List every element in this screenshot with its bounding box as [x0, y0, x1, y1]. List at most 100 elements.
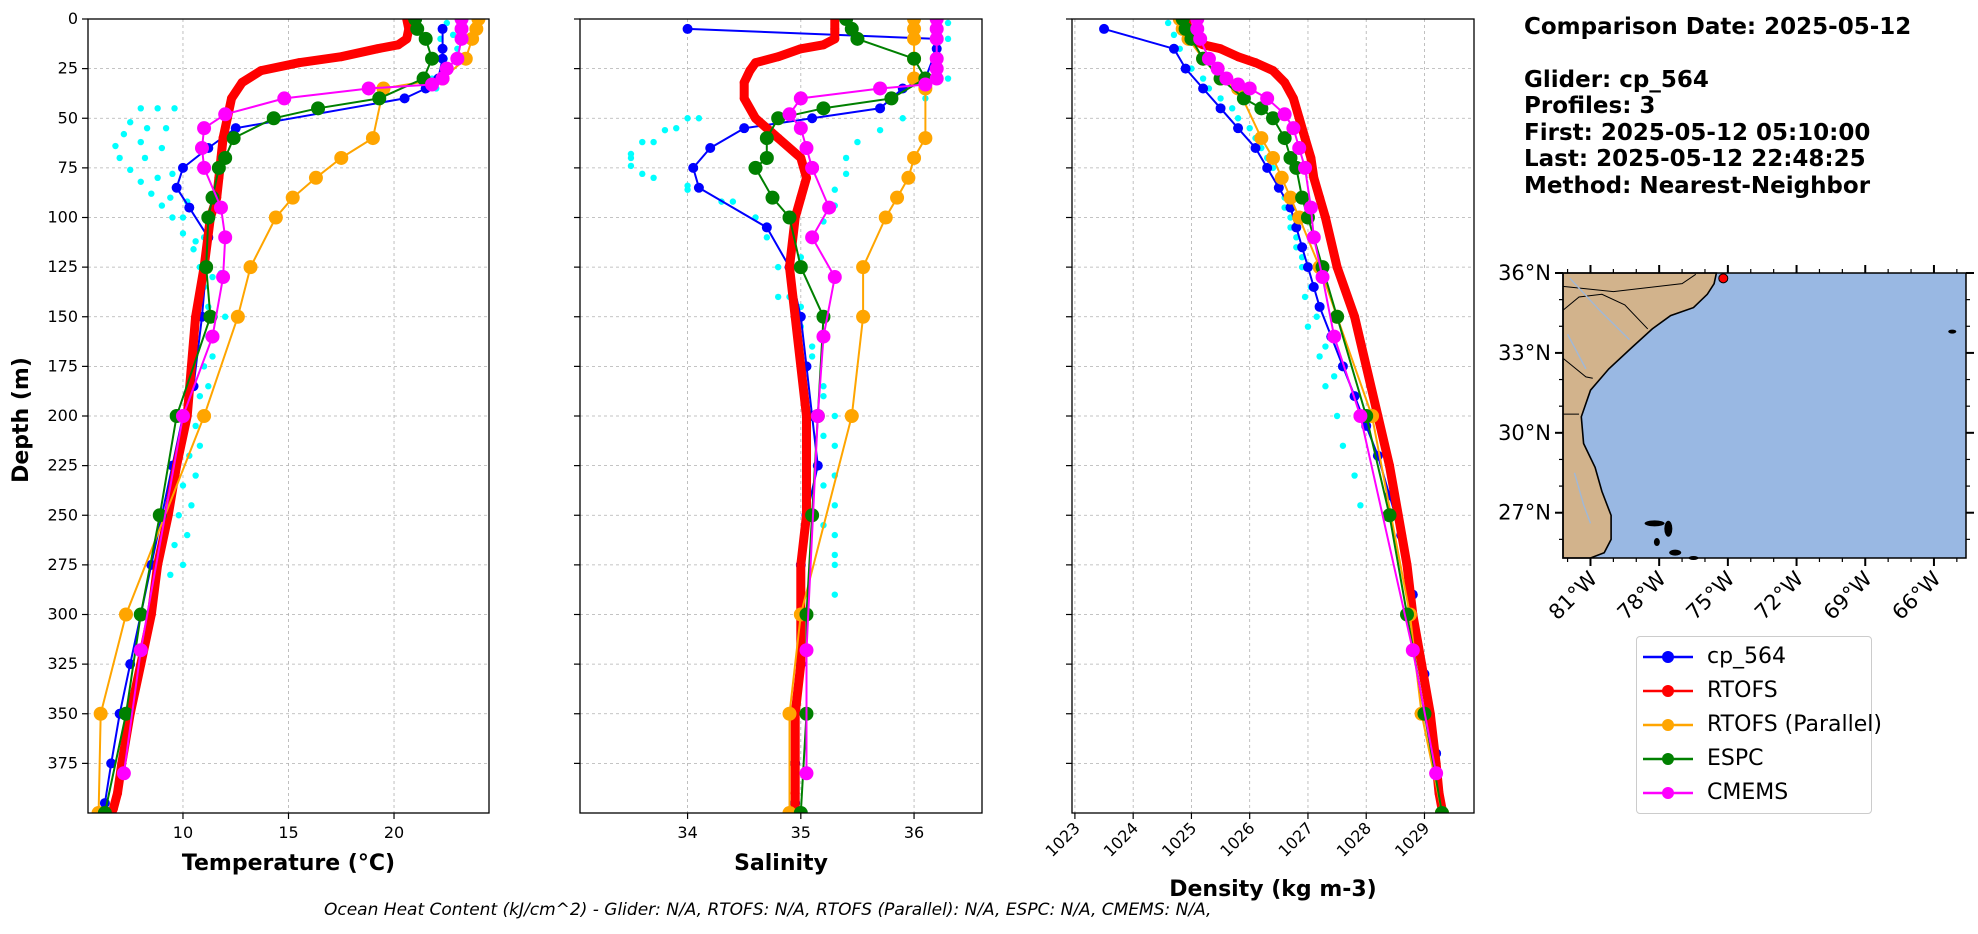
series-point	[194, 141, 209, 156]
x-tick-label: 20	[384, 823, 404, 842]
y-tick-label: 300	[47, 605, 78, 624]
series-point	[739, 123, 750, 134]
series-point	[334, 150, 349, 165]
series-point	[801, 173, 811, 183]
series-point	[1277, 107, 1292, 122]
location-map: 36°N 33°N 30°N 27°N 81°W 78°W 75°W 72°W 69°W 66°W	[1498, 261, 1974, 625]
glider-scatter-point	[449, 31, 457, 39]
y-tick-label: 375	[47, 753, 78, 772]
series-point	[907, 150, 922, 165]
series-point	[1283, 190, 1298, 205]
series-point	[796, 560, 806, 570]
series-point	[805, 160, 820, 175]
glider-scatter-point	[1316, 353, 1323, 360]
series-point	[793, 121, 808, 136]
series-point	[796, 153, 806, 163]
series-point	[693, 182, 704, 193]
series-point	[1292, 141, 1307, 156]
series-point	[1350, 312, 1360, 322]
series-point	[1288, 93, 1298, 103]
plot-area	[627, 19, 952, 813]
legend-label: RTOFS (Parallel)	[1707, 712, 1882, 737]
y-tick-label: 50	[58, 108, 78, 127]
series-point	[782, 706, 797, 721]
series-point	[799, 141, 814, 156]
glider-scatter-point	[209, 353, 216, 360]
legend-swatch	[1643, 719, 1693, 731]
series-point	[93, 706, 108, 721]
series-point	[243, 260, 258, 275]
glider-scatter-point	[179, 482, 187, 489]
glider-scatter-point	[639, 138, 646, 146]
series-point	[1274, 170, 1289, 185]
series-point	[402, 34, 412, 44]
glider-scatter-point	[1322, 343, 1329, 350]
series-point	[1277, 131, 1292, 146]
density-panel: 1023 1024 1025 1026 1027 1028 1029 Density (kg …	[1042, 18, 1475, 902]
series-point	[1201, 51, 1216, 66]
glider-scatter-point	[167, 571, 174, 578]
map-border	[1562, 293, 1649, 330]
series-point	[454, 21, 469, 36]
last-time: Last: 2025-05-12 22:48:25	[1524, 146, 1866, 172]
glider-scatter-point	[661, 126, 669, 134]
y-tick-label: 75	[58, 158, 78, 177]
series-point	[410, 21, 425, 36]
glider-scatter-point	[158, 144, 166, 152]
series-point	[1315, 193, 1325, 203]
glider-scatter-point	[1357, 502, 1364, 509]
y-tick-label: 275	[47, 555, 78, 574]
series-point	[790, 312, 800, 322]
glider-scatter-point	[831, 561, 838, 569]
series-point	[437, 23, 448, 34]
glider-scatter-point	[1322, 383, 1329, 390]
series-point	[146, 610, 156, 619]
series-point	[1260, 91, 1275, 106]
glider-scatter-point	[1234, 115, 1242, 122]
series-point	[133, 643, 148, 658]
series-point	[175, 409, 190, 423]
series-point	[890, 190, 905, 205]
glider-scatter-point	[143, 124, 151, 132]
series-point	[1180, 63, 1191, 74]
series-point	[907, 51, 922, 66]
glider-scatter-point	[196, 442, 204, 449]
series-point	[929, 51, 944, 66]
glider-scatter-point	[774, 263, 782, 271]
series-point	[793, 806, 808, 813]
glider-scatter-point	[205, 383, 212, 390]
comparison-date: Comparison Date: 2025-05-12	[1524, 14, 1912, 40]
map-river	[1569, 277, 1630, 341]
series-point	[197, 409, 212, 423]
glider-scatter-point	[729, 198, 737, 205]
series-point	[336, 52, 346, 62]
y-tick-label: 25	[58, 59, 78, 78]
series-point	[1429, 766, 1444, 781]
series-point	[218, 230, 233, 245]
glider-scatter-point	[179, 214, 187, 221]
series-point	[1308, 281, 1319, 292]
map-river	[1573, 472, 1592, 524]
series-point	[1295, 190, 1310, 205]
series-point	[1417, 659, 1427, 669]
series-point	[191, 312, 201, 322]
series-point	[799, 643, 814, 658]
series-point	[226, 131, 241, 146]
series-point	[1242, 81, 1257, 96]
series-point	[450, 51, 465, 66]
legend-item-espc: ESPC	[1637, 742, 1871, 776]
series-point	[799, 607, 814, 622]
glider-scatter-point	[842, 154, 850, 162]
series-point	[1332, 262, 1342, 272]
glider-scatter-point	[854, 138, 861, 146]
legend-item-cp564: cp_564	[1637, 640, 1871, 674]
series-point	[1315, 270, 1330, 285]
y-tick-label: 175	[47, 356, 78, 375]
x-tick-label: 10	[173, 823, 193, 842]
glider-scatter-point	[116, 154, 123, 162]
glider-scatter-point	[188, 502, 195, 509]
glider-scatter-point	[127, 119, 134, 126]
map-lon-label: 78°W	[1613, 566, 1671, 624]
map-lon-label: 72°W	[1750, 566, 1808, 624]
series-point	[227, 93, 237, 103]
